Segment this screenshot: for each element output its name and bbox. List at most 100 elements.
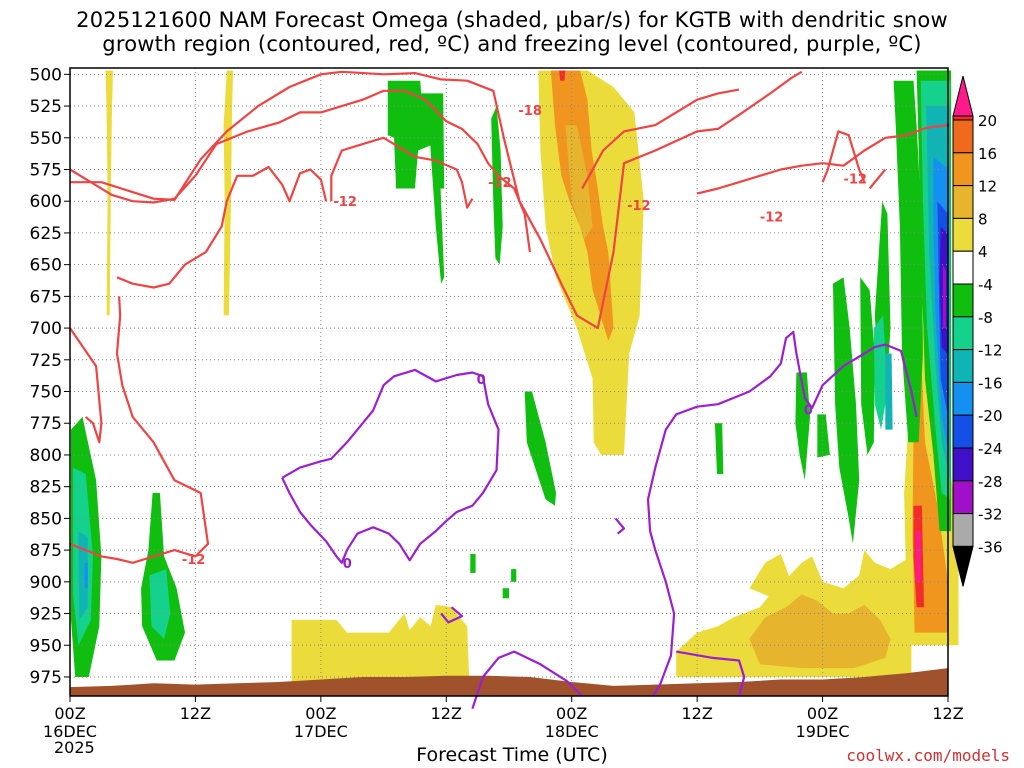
colorbar-box-7 bbox=[952, 316, 974, 351]
omega-area-35 bbox=[78, 531, 88, 620]
omega-area-41 bbox=[749, 594, 891, 669]
purple-contour-1 bbox=[471, 650, 583, 710]
y-tick-label-750: 750 bbox=[30, 383, 62, 403]
omega-area-25 bbox=[893, 80, 923, 443]
colorbar-box-8 bbox=[952, 349, 974, 383]
colorbar-box-1 bbox=[952, 119, 974, 154]
purple-contour-5 bbox=[676, 650, 746, 697]
colorbar-label-0: 20 bbox=[978, 112, 997, 130]
red-contour-label-6: -12 bbox=[760, 210, 784, 225]
red-contour-label-3: -12 bbox=[488, 176, 512, 191]
colorbar-box-2 bbox=[952, 152, 974, 187]
red-contour-7 bbox=[696, 124, 949, 195]
x-tick-label-72: 00Z bbox=[807, 704, 838, 723]
omega-area-39 bbox=[291, 604, 470, 684]
purple-contour-2 bbox=[440, 606, 464, 624]
x-tick-date-48: 18DEC bbox=[545, 722, 599, 741]
colorbar-box-3 bbox=[952, 185, 974, 219]
x-tick-date-24: 17DEC bbox=[294, 722, 348, 741]
omega-area-7 bbox=[565, 125, 593, 240]
grid-lines bbox=[70, 68, 948, 696]
omega-area-36 bbox=[84, 562, 88, 589]
y-tick-label-925: 925 bbox=[30, 605, 62, 625]
y-tick-label-500: 500 bbox=[30, 65, 62, 85]
y-tick-label-900: 900 bbox=[30, 573, 62, 593]
red-contour-label-0: -12 bbox=[333, 195, 357, 210]
colorbar-box-9 bbox=[952, 381, 974, 416]
y-tick-label-875: 875 bbox=[30, 541, 62, 561]
omega-area-16 bbox=[833, 277, 860, 544]
colorbar-box-12 bbox=[952, 480, 974, 515]
x-tick-date-72: 19DEC bbox=[796, 722, 850, 741]
colorbar-box-13 bbox=[952, 513, 974, 547]
y-tick-label-725: 725 bbox=[30, 351, 62, 371]
x-tick-label-0: 00Z bbox=[54, 704, 85, 723]
colorbar-label-6: -8 bbox=[978, 309, 993, 327]
x-tick-label-12: 12Z bbox=[180, 704, 211, 723]
y-tick-label-575: 575 bbox=[30, 160, 62, 180]
omega-area-3 bbox=[428, 97, 445, 284]
y-tick-label-950: 950 bbox=[30, 636, 62, 656]
omega-area-12 bbox=[502, 588, 509, 599]
colorbar-box-5 bbox=[952, 250, 974, 285]
year-label: 2025 bbox=[54, 738, 95, 757]
red-contour-label-4: -12 bbox=[627, 199, 651, 214]
omega-area-24 bbox=[915, 531, 921, 582]
colorbar-box-6 bbox=[952, 283, 974, 318]
red-contour-3 bbox=[116, 165, 328, 289]
credit-text: coolwx.com/models bbox=[846, 746, 1010, 765]
y-tick-label-550: 550 bbox=[30, 129, 62, 149]
purple-contour-label-1: 0 bbox=[343, 557, 352, 572]
y-tick-label-775: 775 bbox=[30, 414, 62, 434]
y-tick-label-525: 525 bbox=[30, 97, 62, 117]
red-contour-0 bbox=[70, 70, 803, 330]
purple-contour-0 bbox=[281, 368, 500, 564]
red-contour-4 bbox=[330, 136, 474, 209]
colorbar-label-10: -24 bbox=[978, 440, 1003, 458]
omega-area-8 bbox=[559, 70, 566, 81]
omega-area-10 bbox=[714, 423, 724, 474]
omega-area-15 bbox=[817, 414, 830, 458]
purple-contour-label-0: 0 bbox=[477, 373, 486, 388]
x-tick-label-48: 00Z bbox=[556, 704, 587, 723]
y-tick-label-600: 600 bbox=[30, 192, 62, 212]
x-axis-label: Forecast Time (UTC) bbox=[416, 744, 608, 766]
purple-contour-4 bbox=[646, 330, 918, 697]
y-tick-label-650: 650 bbox=[30, 256, 62, 276]
y-tick-label-800: 800 bbox=[30, 446, 62, 466]
chart-title-line2: growth region (contoured, red, ºC) and f… bbox=[102, 32, 922, 56]
omega-area-11 bbox=[470, 553, 476, 573]
x-tick-date-0: 16DEC bbox=[43, 722, 97, 741]
colorbar-label-1: 16 bbox=[978, 145, 997, 163]
y-tick-label-825: 825 bbox=[30, 478, 62, 498]
colorbar-label-2: 12 bbox=[978, 178, 997, 196]
colorbar-box-4 bbox=[952, 217, 974, 252]
omega-area-9 bbox=[524, 391, 556, 506]
x-tick-label-24: 00Z bbox=[305, 704, 336, 723]
y-tick-label-625: 625 bbox=[30, 224, 62, 244]
colorbar: 20 16 12 8 4 -4 -8 -12 -16 -20 -24 -28 -32 -36 bbox=[952, 75, 1003, 587]
omega-area-13 bbox=[511, 569, 517, 582]
colorbar-label-11: -28 bbox=[978, 473, 1003, 491]
colorbar-label-7: -12 bbox=[978, 342, 1003, 360]
purple-contour-label-2: 0 bbox=[804, 403, 813, 418]
omega-area-1 bbox=[223, 70, 234, 316]
colorbar-label-9: -20 bbox=[978, 407, 1003, 425]
omega-area-20 bbox=[885, 353, 893, 430]
y-tick-label-700: 700 bbox=[30, 319, 62, 339]
colorbar-label-4: 4 bbox=[978, 243, 988, 261]
colorbar-label-12: -32 bbox=[978, 506, 1003, 524]
y-tick-label-850: 850 bbox=[30, 509, 62, 529]
omega-area-38 bbox=[149, 569, 171, 639]
red-contour-6 bbox=[581, 88, 740, 190]
omega-area-4 bbox=[491, 106, 503, 265]
colorbar-label-13: -36 bbox=[978, 538, 1003, 556]
plot-frame bbox=[69, 67, 949, 697]
omega-area-17 bbox=[860, 277, 875, 455]
colorbar-box-10 bbox=[952, 414, 974, 449]
colorbar-box-11 bbox=[952, 447, 974, 482]
red-contour-5 bbox=[69, 296, 210, 564]
colorbar-top-arrow bbox=[952, 75, 974, 117]
colorbar-label-3: 8 bbox=[978, 210, 988, 228]
